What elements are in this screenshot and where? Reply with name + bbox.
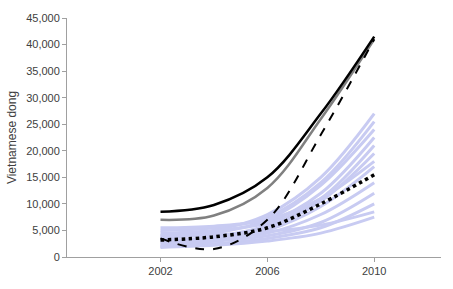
svg-text:40,000: 40,000 (26, 38, 60, 50)
svg-text:35,000: 35,000 (26, 65, 60, 77)
svg-text:Vietnamese dong: Vietnamese dong (5, 91, 19, 184)
svg-text:2002: 2002 (148, 265, 172, 277)
svg-text:25,000: 25,000 (26, 118, 60, 130)
svg-text:2006: 2006 (255, 265, 279, 277)
svg-text:5,000: 5,000 (32, 224, 60, 236)
svg-text:10,000: 10,000 (26, 198, 60, 210)
svg-text:0: 0 (54, 251, 60, 263)
svg-text:2010: 2010 (362, 265, 386, 277)
svg-text:30,000: 30,000 (26, 92, 60, 104)
svg-text:20,000: 20,000 (26, 145, 60, 157)
svg-text:45,000: 45,000 (26, 12, 60, 24)
svg-text:15,000: 15,000 (26, 171, 60, 183)
